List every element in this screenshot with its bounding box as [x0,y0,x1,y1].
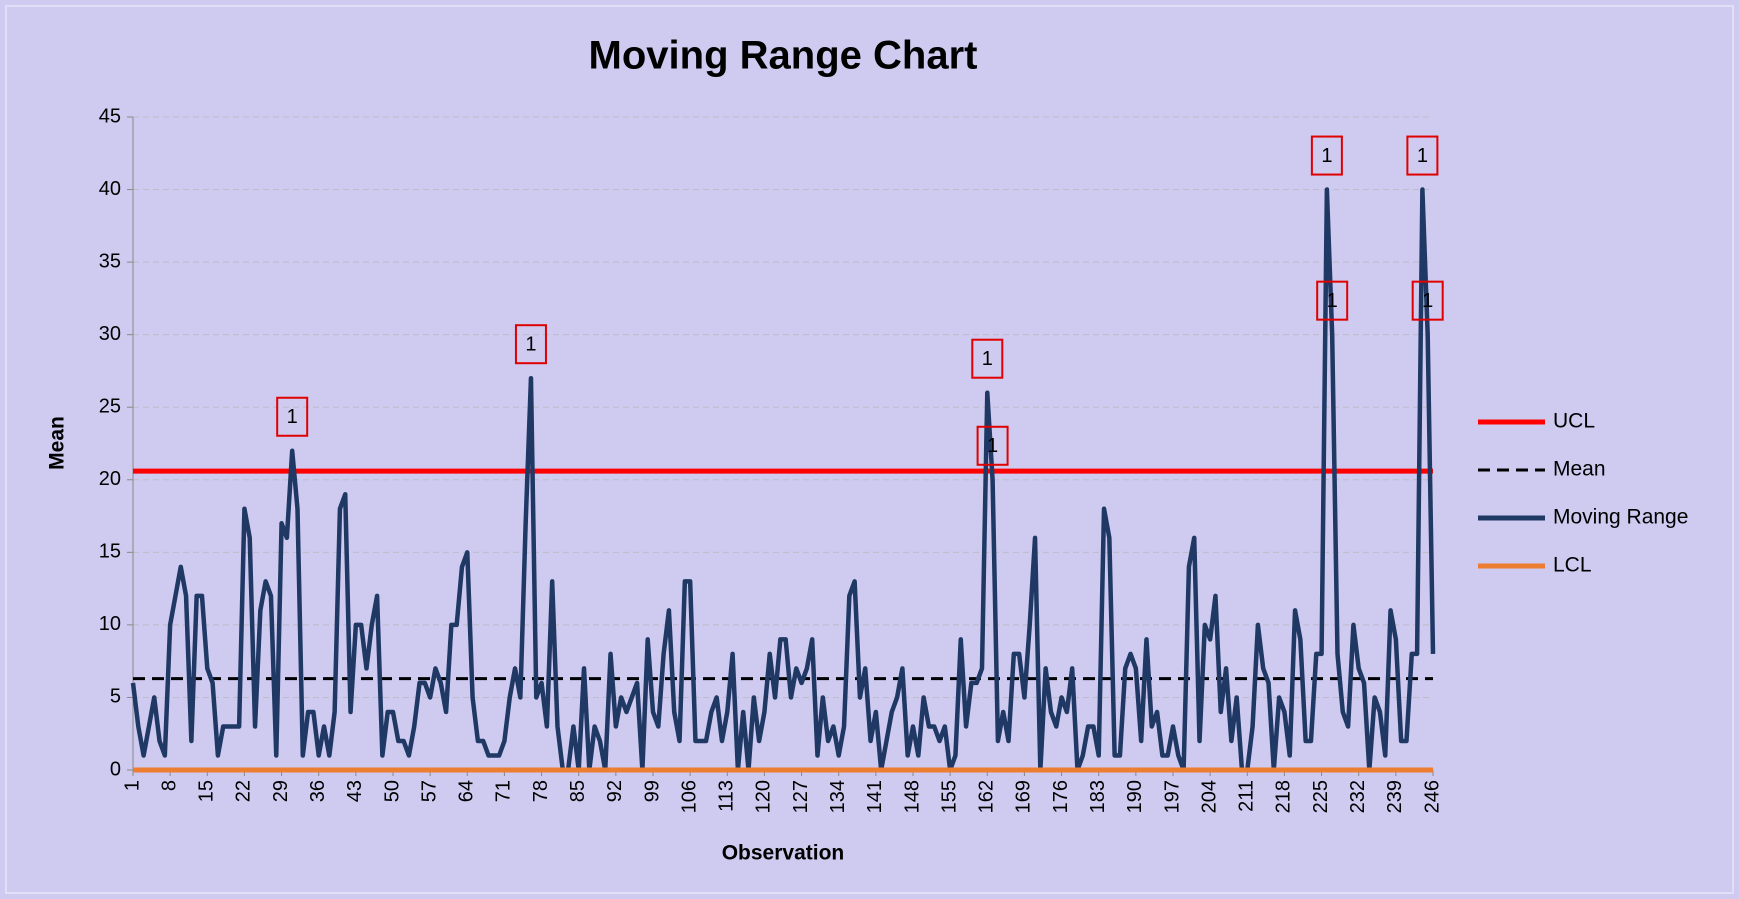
x-tick-label: 134 [827,780,849,813]
x-tick-label: 239 [1384,780,1406,813]
x-tick-label: 78 [530,780,552,802]
y-tick-label: 30 [99,323,121,345]
x-tick-label: 218 [1273,780,1295,813]
annotation-box [1406,135,1439,176]
y-tick-label: 35 [99,250,121,272]
x-tick-label: 204 [1198,780,1220,813]
annotation-box [514,324,547,365]
x-tick-label: 99 [641,780,663,802]
y-tick-label: 40 [99,178,121,200]
chart-border [5,5,1734,894]
annotation-box [1316,280,1349,321]
annotation-box [971,338,1004,379]
x-tick-label: 176 [1050,780,1072,813]
x-tick-label: 71 [493,780,515,802]
x-tick-label: 148 [901,780,923,813]
legend-label: Mean [1553,458,1606,481]
x-tick-label: 197 [1161,780,1183,813]
y-axis-label: Mean [46,416,69,470]
y-tick-label: 0 [110,758,121,780]
chart-title: Moving Range Chart [589,34,978,78]
y-tick-label: 15 [99,541,121,563]
x-tick-label: 190 [1124,780,1146,813]
x-tick-label: 64 [456,780,478,802]
x-tick-label: 92 [604,780,626,802]
annotation-box [1411,280,1444,321]
x-tick-label: 141 [864,780,886,813]
x-tick-label: 225 [1310,780,1332,813]
annotation: 1 [1417,145,1428,167]
x-tick-label: 127 [790,780,812,813]
x-tick-label: 15 [196,780,218,802]
x-tick-label: 50 [381,780,403,802]
x-tick-label: 43 [344,780,366,802]
x-tick-label: 8 [158,780,180,791]
y-tick-label: 10 [99,613,121,635]
legend-label: LCL [1553,554,1592,577]
x-tick-label: 211 [1236,780,1258,812]
annotation-box [976,425,1009,466]
x-tick-label: 120 [753,780,775,813]
x-tick-label: 85 [567,780,589,802]
y-tick-label: 45 [99,105,121,127]
x-tick-label: 29 [270,780,292,802]
x-tick-label: 106 [678,780,700,813]
x-tick-label: 155 [938,780,960,813]
y-tick-label: 20 [99,468,121,490]
x-tick-label: 57 [418,780,440,802]
x-tick-label: 22 [233,780,255,802]
legend-label: UCL [1553,410,1595,433]
y-tick-label: 25 [99,396,121,418]
x-tick-label: 1 [121,780,143,791]
annotation-box [276,396,309,437]
x-tick-label: 36 [307,780,329,802]
annotation: 1 [987,435,998,457]
x-tick-label: 232 [1347,780,1369,813]
x-tick-label: 183 [1087,780,1109,813]
annotation: 1 [287,406,298,428]
x-tick-label: 162 [976,780,998,813]
x-tick-label: 169 [1013,780,1035,813]
annotation: 1 [1422,290,1433,312]
x-axis-label: Observation [722,842,845,865]
annotation: 1 [1321,145,1332,167]
y-tick-label: 5 [110,686,121,708]
data-line [130,187,1436,773]
annotation: 1 [525,333,536,355]
annotation: 1 [982,348,993,370]
annotation: 1 [1327,290,1338,312]
annotation-box [1310,135,1343,176]
x-tick-label: 246 [1421,780,1443,813]
legend-label: Moving Range [1553,506,1688,529]
x-tick-label: 113 [716,780,738,812]
